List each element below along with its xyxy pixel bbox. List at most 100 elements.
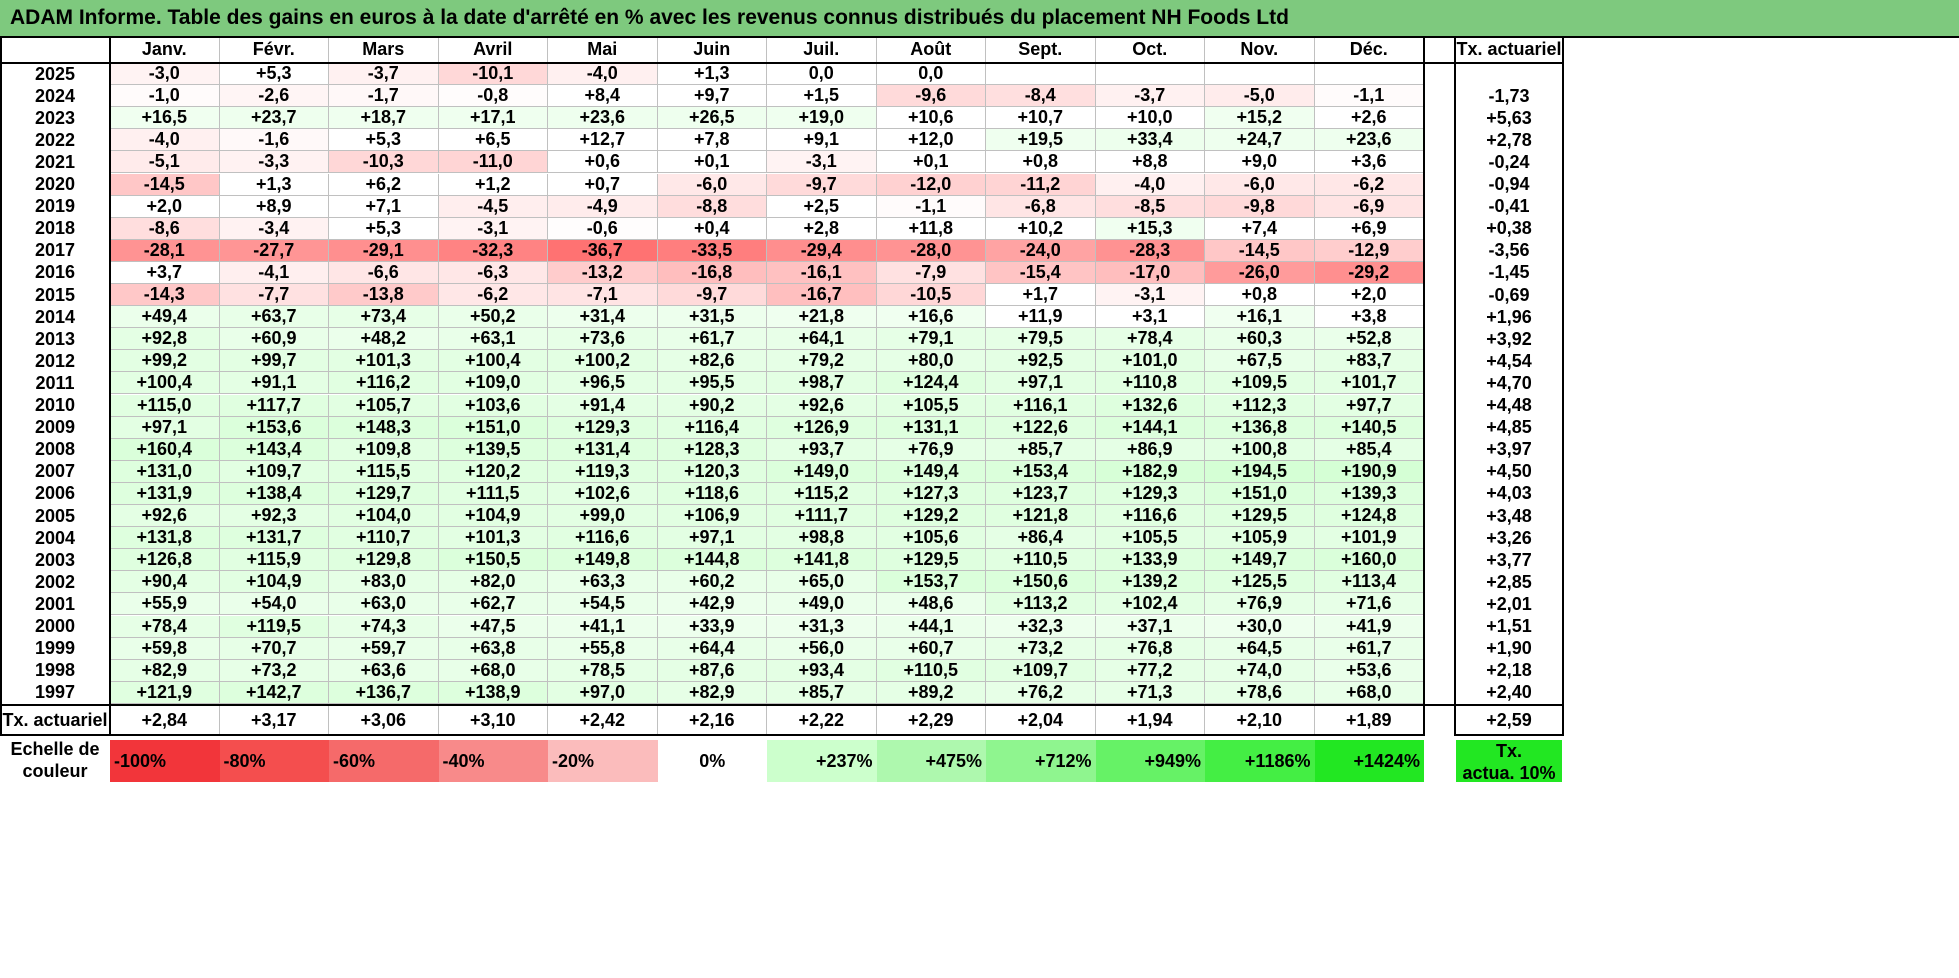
table-cell: +0,1 xyxy=(876,151,986,174)
table-cell: +139,3 xyxy=(1314,482,1424,505)
rate-cell: +4,85 xyxy=(1486,417,1532,438)
table-cell: +0,4 xyxy=(657,217,767,240)
table-cell: -1,0 xyxy=(110,85,220,108)
table-cell xyxy=(1314,63,1424,86)
year-label: 2014 xyxy=(34,306,76,327)
legend-swatch: +475% xyxy=(876,740,986,782)
table-cell: +3,6 xyxy=(1314,151,1424,174)
table-cell: +63,8 xyxy=(438,637,548,660)
table-cell: +32,3 xyxy=(986,615,1096,638)
rate-cell: +2,18 xyxy=(1486,660,1532,681)
table-cell: +63,1 xyxy=(438,328,548,351)
table-cell: +60,3 xyxy=(1205,328,1315,351)
month-header: Mai xyxy=(548,36,658,63)
table-cell: -9,6 xyxy=(876,85,986,108)
table-cell: +60,9 xyxy=(219,328,329,351)
table-cell: +76,8 xyxy=(1095,637,1205,660)
table-cell: +68,0 xyxy=(438,659,548,682)
table-cell: +56,0 xyxy=(767,637,877,660)
table-cell: +131,7 xyxy=(219,527,329,550)
month-header: Oct. xyxy=(1095,36,1205,63)
table-cell: -29,4 xyxy=(767,239,877,262)
table-cell: +115,2 xyxy=(767,482,877,505)
table-cell: +113,2 xyxy=(986,593,1096,616)
table-cell: +119,5 xyxy=(219,615,329,638)
table-cell: +110,7 xyxy=(329,527,439,550)
footer-cell: +3,17 xyxy=(219,705,329,736)
table-cell: +9,7 xyxy=(657,85,767,108)
footer-cell: +2,29 xyxy=(876,705,986,736)
table-cell: +103,6 xyxy=(438,394,548,417)
table-cell: +54,0 xyxy=(219,593,329,616)
legend-swatch: -20% xyxy=(548,740,658,782)
table-cell: +78,4 xyxy=(110,615,220,638)
footer-cell: +2,84 xyxy=(110,705,220,736)
month-header: Sept. xyxy=(986,36,1096,63)
table-cell: +85,7 xyxy=(767,681,877,704)
table-cell: +6,9 xyxy=(1314,217,1424,240)
table-cell: +10,2 xyxy=(986,217,1096,240)
table-cell: +24,7 xyxy=(1205,129,1315,152)
table-cell: +82,9 xyxy=(657,681,767,704)
month-header: Août xyxy=(876,36,986,63)
table-cell: -6,6 xyxy=(329,261,439,284)
table-cell: +98,8 xyxy=(767,527,877,550)
table-cell: +0,1 xyxy=(657,151,767,174)
legend-swatch: -100% xyxy=(110,740,220,782)
footer-cell: +2,04 xyxy=(986,705,1096,736)
year-label: 1997 xyxy=(34,682,76,703)
month-header: Janv. xyxy=(110,36,220,63)
rate-cell: +5,63 xyxy=(1486,107,1532,128)
table-cell: +95,5 xyxy=(657,372,767,395)
table-cell: +15,3 xyxy=(1095,217,1205,240)
table-cell: +124,8 xyxy=(1314,505,1424,528)
table-cell: +5,3 xyxy=(329,129,439,152)
table-cell xyxy=(1095,63,1205,86)
table-cell: +99,0 xyxy=(548,505,658,528)
table-cell: -26,0 xyxy=(1205,261,1315,284)
table-cell: -27,7 xyxy=(219,239,329,262)
table-cell: -29,2 xyxy=(1314,261,1424,284)
table-cell: +86,4 xyxy=(986,527,1096,550)
table-cell: +125,5 xyxy=(1205,571,1315,594)
table-cell: +116,2 xyxy=(329,372,439,395)
table-cell: +60,7 xyxy=(876,637,986,660)
table-cell: -14,5 xyxy=(1205,239,1315,262)
table-cell: -3,7 xyxy=(1095,85,1205,108)
table-cell: +129,3 xyxy=(548,416,658,439)
table-cell xyxy=(1205,63,1315,86)
table-cell: -3,1 xyxy=(438,217,548,240)
legend-swatch: 0% xyxy=(657,740,767,782)
table-cell: -1,1 xyxy=(1314,85,1424,108)
table-cell: +10,6 xyxy=(876,107,986,130)
table-cell: -33,5 xyxy=(657,239,767,262)
rate-cell: +2,40 xyxy=(1486,682,1532,703)
table-cell: +78,4 xyxy=(1095,328,1205,351)
legend-rate: Tx. actua. 10% xyxy=(1456,740,1562,783)
table-cell: +55,8 xyxy=(548,637,658,660)
table-cell: +101,0 xyxy=(1095,350,1205,373)
table-cell: -17,0 xyxy=(1095,261,1205,284)
table-cell: +151,0 xyxy=(1205,482,1315,505)
table-cell: +89,2 xyxy=(876,681,986,704)
table-cell: -1,1 xyxy=(876,195,986,218)
rate-cell: +1,51 xyxy=(1486,616,1532,637)
table-cell: +30,0 xyxy=(1205,615,1315,638)
table-cell: +91,1 xyxy=(219,372,329,395)
table-cell: +115,0 xyxy=(110,394,220,417)
table-cell: +54,5 xyxy=(548,593,658,616)
table-cell: +41,9 xyxy=(1314,615,1424,638)
year-label: 1999 xyxy=(34,638,76,659)
table-cell: -0,6 xyxy=(548,217,658,240)
month-header: Juin xyxy=(657,36,767,63)
table-cell: -10,3 xyxy=(329,151,439,174)
table-cell: +83,0 xyxy=(329,571,439,594)
table-cell: +124,4 xyxy=(876,372,986,395)
table-cell: +115,9 xyxy=(219,549,329,572)
table-cell: +118,6 xyxy=(657,482,767,505)
table-cell: +10,7 xyxy=(986,107,1096,130)
table-cell: +16,6 xyxy=(876,306,986,329)
table-cell: -5,1 xyxy=(110,151,220,174)
table-cell: -4,0 xyxy=(110,129,220,152)
table-cell: +153,6 xyxy=(219,416,329,439)
